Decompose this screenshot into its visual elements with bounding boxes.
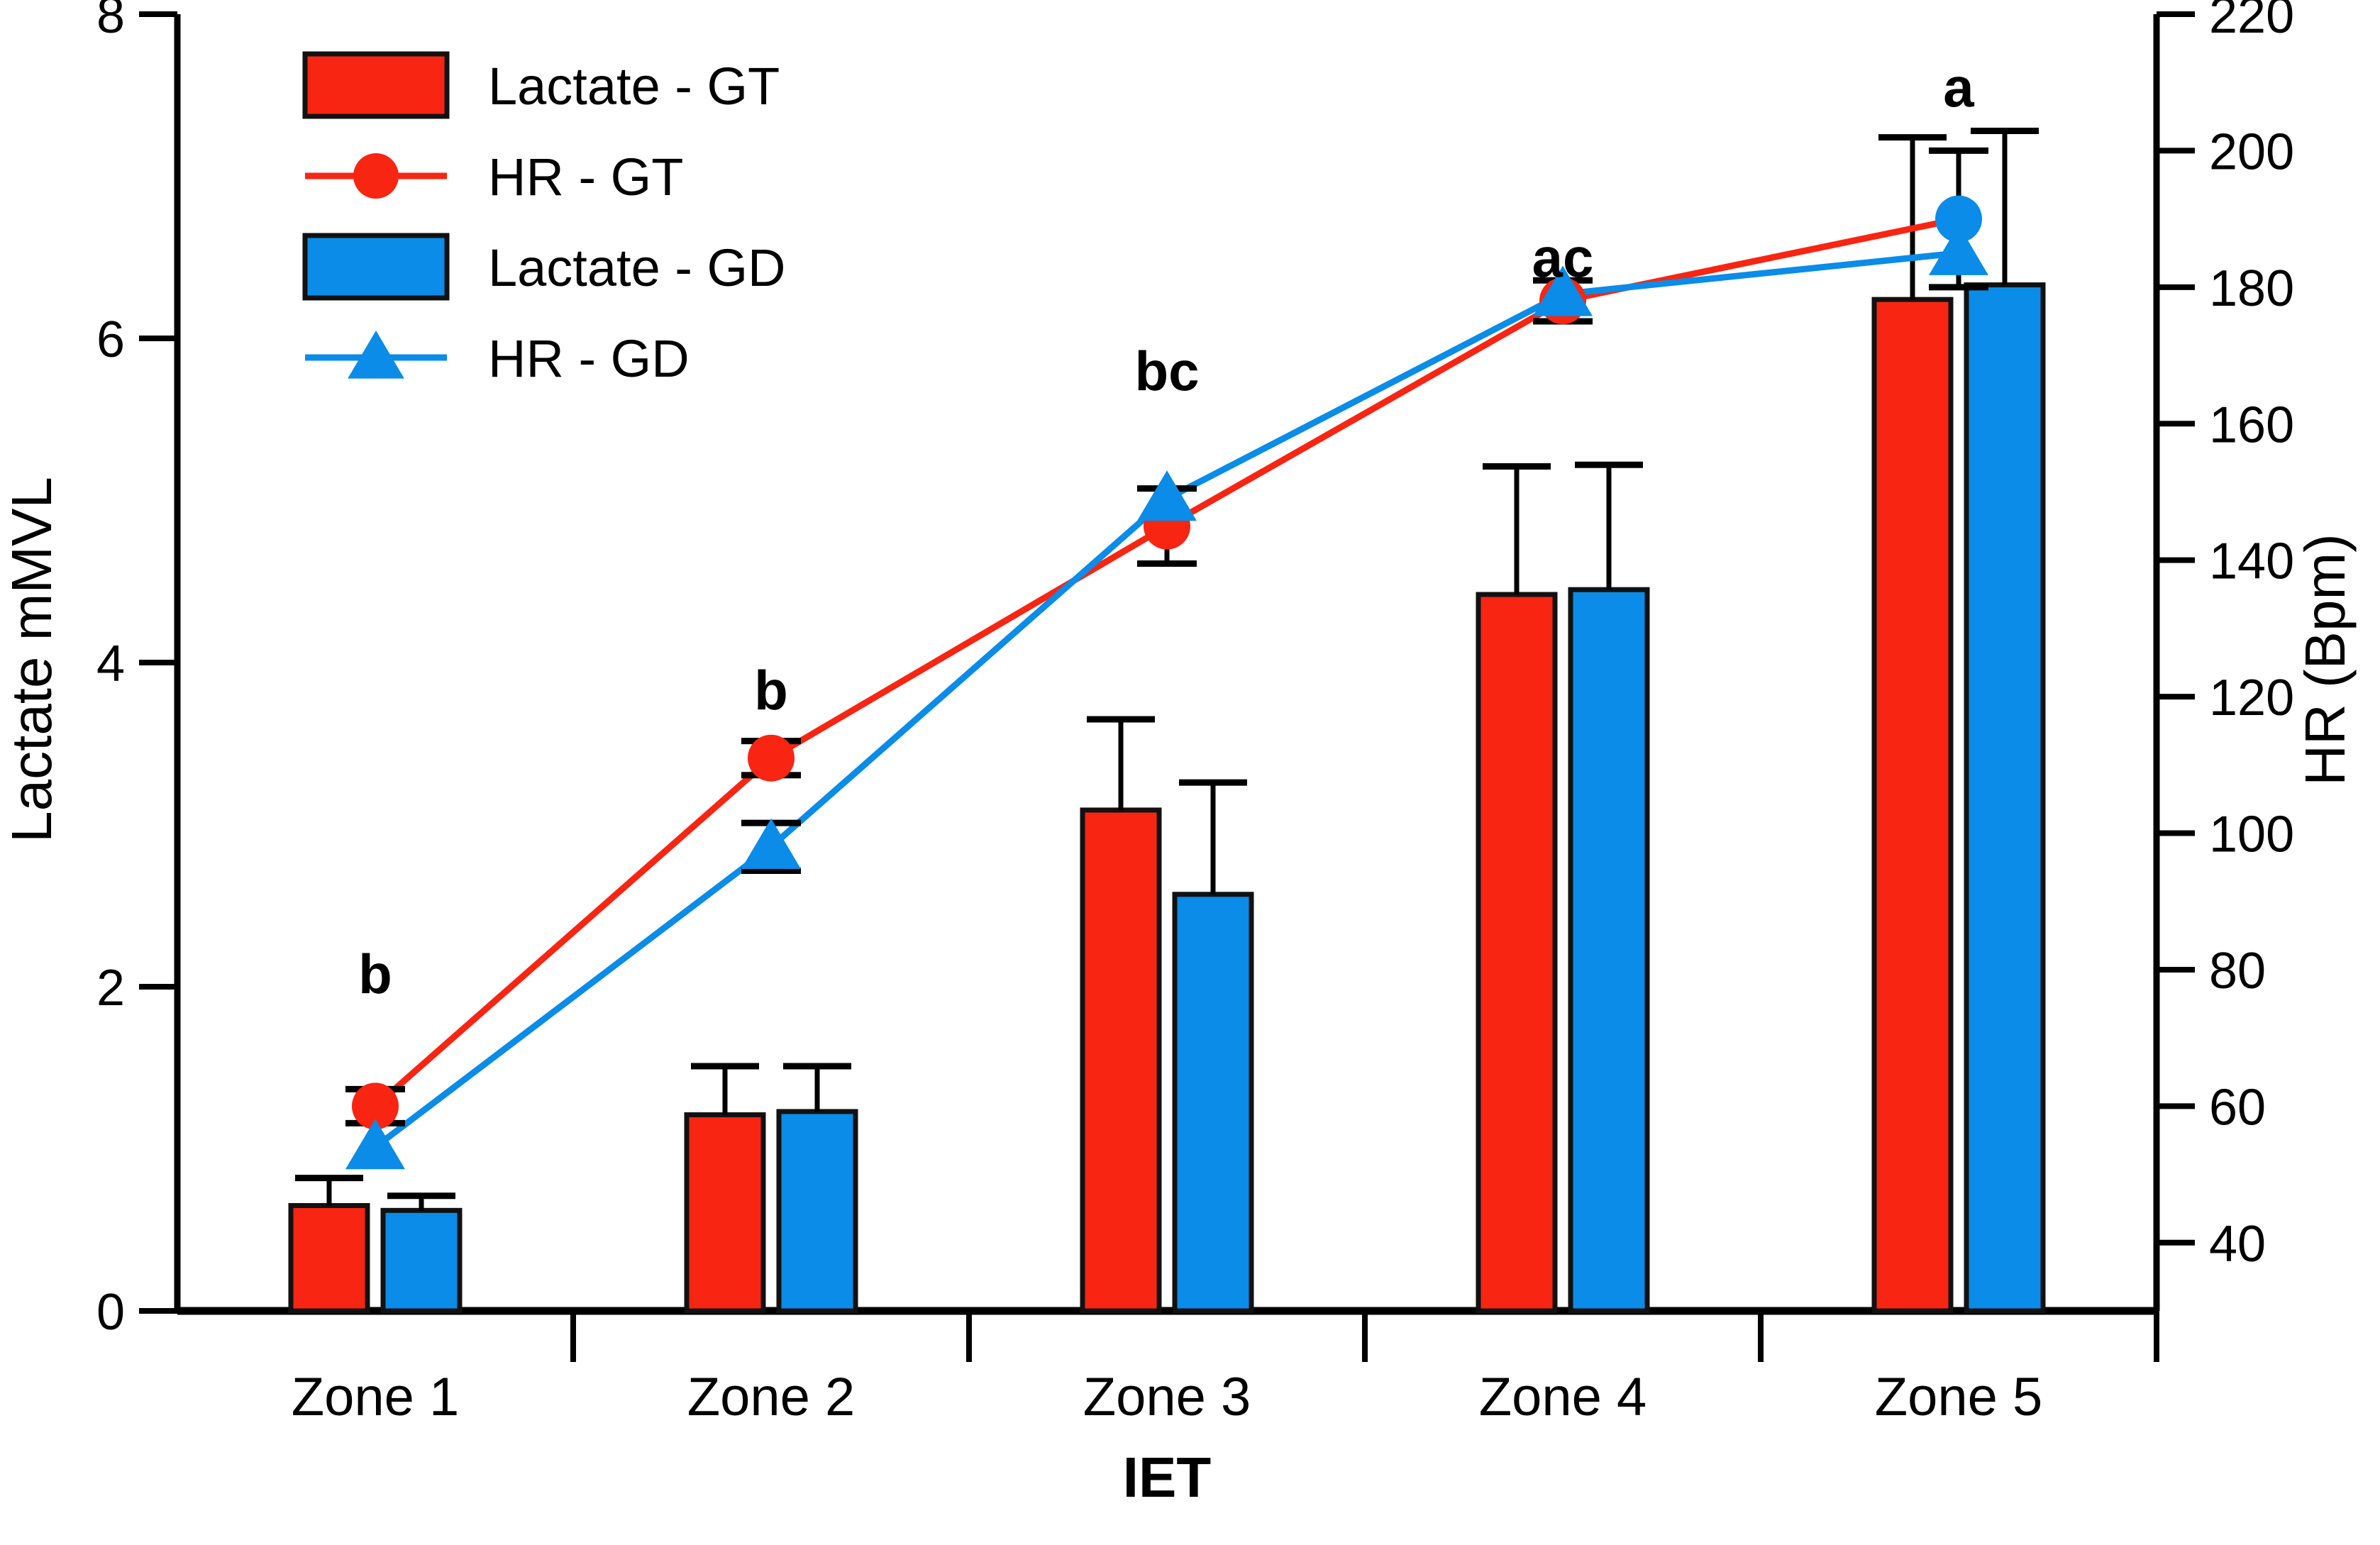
bar xyxy=(1964,282,2046,1314)
significance-annotation: a xyxy=(1943,56,1974,118)
bar xyxy=(776,1109,858,1314)
hr-gd-marker xyxy=(741,818,801,869)
x-axis-ticks xyxy=(570,1311,2159,1362)
significance-annotation: b xyxy=(358,943,392,1005)
x-category-label: Zone 5 xyxy=(1875,1367,2043,1427)
legend-marker-circle xyxy=(353,153,399,199)
x-axis: Zone 1 Zone 2 Zone 3 Zone 4 Zone 5 IET xyxy=(177,1307,2159,1509)
right-tick-label: 40 xyxy=(2209,1216,2266,1273)
hr-gt-marker xyxy=(352,1082,399,1130)
right-tick-label: 200 xyxy=(2209,123,2294,180)
significance-annotation: b xyxy=(754,659,788,721)
significance-annotation: bc xyxy=(1134,340,1199,402)
x-axis-title: IET xyxy=(1123,1446,1212,1509)
bar xyxy=(1476,592,1558,1314)
legend-marker-triangle xyxy=(348,331,404,379)
right-tick-label: 140 xyxy=(2209,533,2294,590)
x-category-label: Zone 1 xyxy=(292,1367,460,1427)
legend-label: HR - GT xyxy=(488,148,683,206)
right-axis-tick-labels: 40 60 80 100 120 140 160 180 200 220 xyxy=(2209,0,2294,1273)
right-tick-label: 80 xyxy=(2209,943,2266,999)
bar xyxy=(684,1112,766,1314)
left-axis-title: Lactate mMVL xyxy=(0,477,63,843)
legend-label: Lactate - GD xyxy=(488,238,786,297)
hr-gd-marker xyxy=(1929,224,1988,275)
left-axis: 0 2 4 6 8 Lactate mMVL xyxy=(0,0,181,1341)
bar xyxy=(288,1202,370,1314)
x-category-label: Zone 3 xyxy=(1083,1367,1251,1427)
legend-swatch-bar xyxy=(302,51,450,119)
right-tick-label: 220 xyxy=(2209,0,2294,44)
bar xyxy=(1080,807,1162,1314)
bar xyxy=(1871,297,1954,1314)
right-axis-title: HR (Bpm) xyxy=(2293,533,2357,786)
bar xyxy=(1568,587,1650,1314)
right-axis: 40 60 80 100 120 140 160 180 200 220 HR (Bpm) xyxy=(2153,0,2357,1311)
left-tick-label: 0 xyxy=(96,1284,125,1341)
left-tick-label: 2 xyxy=(96,960,125,1017)
hr-gd-marker xyxy=(1533,265,1593,316)
right-axis-ticks xyxy=(2157,11,2195,1246)
hr-markers-layer xyxy=(345,195,1988,1170)
legend-label: HR - GD xyxy=(488,329,690,388)
left-axis-ticks xyxy=(139,11,177,1314)
left-axis-tick-labels: 0 2 4 6 8 xyxy=(96,0,125,1341)
hr-gd-marker xyxy=(1137,470,1197,521)
right-tick-label: 180 xyxy=(2209,260,2294,317)
x-category-label: Zone 2 xyxy=(687,1367,856,1427)
left-tick-label: 8 xyxy=(96,0,125,44)
significance-annotation: ac xyxy=(1532,226,1594,289)
right-tick-label: 120 xyxy=(2209,670,2294,726)
left-tick-label: 4 xyxy=(96,636,125,692)
hr-gd-marker xyxy=(345,1119,405,1170)
legend-swatch-bar xyxy=(302,233,450,301)
bar xyxy=(1172,892,1254,1314)
right-tick-label: 60 xyxy=(2209,1079,2266,1136)
legend-label: Lactate - GT xyxy=(488,57,780,116)
bar-errorbars xyxy=(295,128,2039,1211)
x-axis-category-labels: Zone 1 Zone 2 Zone 3 Zone 4 Zone 5 xyxy=(292,1367,2043,1427)
hr-gt-marker xyxy=(1935,195,1982,243)
left-tick-label: 6 xyxy=(96,311,125,368)
hr-gt-marker xyxy=(748,734,795,782)
x-category-label: Zone 4 xyxy=(1479,1367,1647,1427)
right-tick-label: 160 xyxy=(2209,397,2294,453)
annotations-layer: b b bc ac a xyxy=(358,56,1974,1005)
right-tick-label: 100 xyxy=(2209,807,2294,863)
bar xyxy=(380,1207,463,1314)
legend: Lactate - GT HR - GT Lactate - GD HR - GD xyxy=(302,51,786,388)
